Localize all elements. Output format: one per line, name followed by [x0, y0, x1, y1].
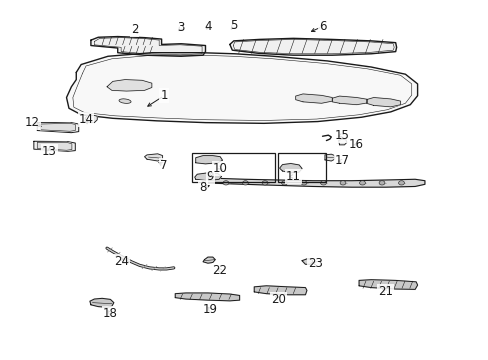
Circle shape — [359, 181, 365, 185]
Text: 12: 12 — [25, 116, 40, 129]
Polygon shape — [366, 98, 400, 107]
Polygon shape — [37, 123, 79, 133]
Text: 4: 4 — [204, 20, 211, 33]
Polygon shape — [302, 259, 312, 264]
Text: 5: 5 — [230, 19, 237, 32]
Polygon shape — [279, 163, 302, 173]
Text: 18: 18 — [103, 307, 118, 320]
Polygon shape — [66, 53, 417, 123]
Polygon shape — [107, 80, 152, 91]
Polygon shape — [85, 116, 97, 123]
Polygon shape — [338, 139, 346, 145]
Text: 8: 8 — [199, 181, 206, 194]
Polygon shape — [331, 96, 366, 105]
Polygon shape — [254, 286, 306, 295]
Text: 15: 15 — [334, 129, 349, 142]
Text: 7: 7 — [160, 159, 167, 172]
Text: 3: 3 — [177, 21, 184, 34]
Polygon shape — [203, 257, 215, 263]
Polygon shape — [90, 298, 114, 307]
Text: 14: 14 — [79, 113, 93, 126]
Ellipse shape — [119, 99, 131, 103]
Circle shape — [398, 181, 404, 185]
Text: 10: 10 — [212, 162, 227, 175]
Polygon shape — [295, 94, 331, 103]
Text: 22: 22 — [212, 264, 227, 277]
Polygon shape — [34, 141, 75, 151]
Text: 13: 13 — [42, 145, 57, 158]
Polygon shape — [194, 173, 221, 181]
Polygon shape — [41, 123, 75, 131]
Circle shape — [262, 181, 267, 185]
Polygon shape — [91, 37, 205, 56]
Circle shape — [242, 181, 248, 185]
Bar — [277, 153, 326, 182]
Polygon shape — [175, 293, 239, 301]
Text: 2: 2 — [131, 23, 138, 36]
Circle shape — [339, 181, 345, 185]
Text: 24: 24 — [114, 255, 129, 268]
Circle shape — [320, 181, 326, 185]
Circle shape — [301, 181, 306, 185]
Polygon shape — [358, 280, 417, 289]
Polygon shape — [325, 154, 334, 161]
Text: 11: 11 — [285, 170, 300, 183]
Polygon shape — [144, 154, 162, 161]
Text: 6: 6 — [318, 20, 325, 33]
Text: 23: 23 — [307, 257, 322, 270]
Polygon shape — [37, 142, 72, 150]
Text: 17: 17 — [334, 154, 349, 167]
Bar — [192, 153, 275, 182]
Text: 9: 9 — [206, 170, 214, 183]
Text: 1: 1 — [160, 89, 167, 102]
Circle shape — [281, 181, 287, 185]
Text: 19: 19 — [203, 303, 218, 316]
Polygon shape — [229, 39, 396, 55]
Text: 20: 20 — [271, 293, 285, 306]
Polygon shape — [203, 178, 424, 187]
Circle shape — [223, 181, 228, 185]
Polygon shape — [195, 156, 222, 164]
Circle shape — [378, 181, 384, 185]
Text: 16: 16 — [348, 138, 364, 150]
Text: 21: 21 — [378, 285, 393, 298]
